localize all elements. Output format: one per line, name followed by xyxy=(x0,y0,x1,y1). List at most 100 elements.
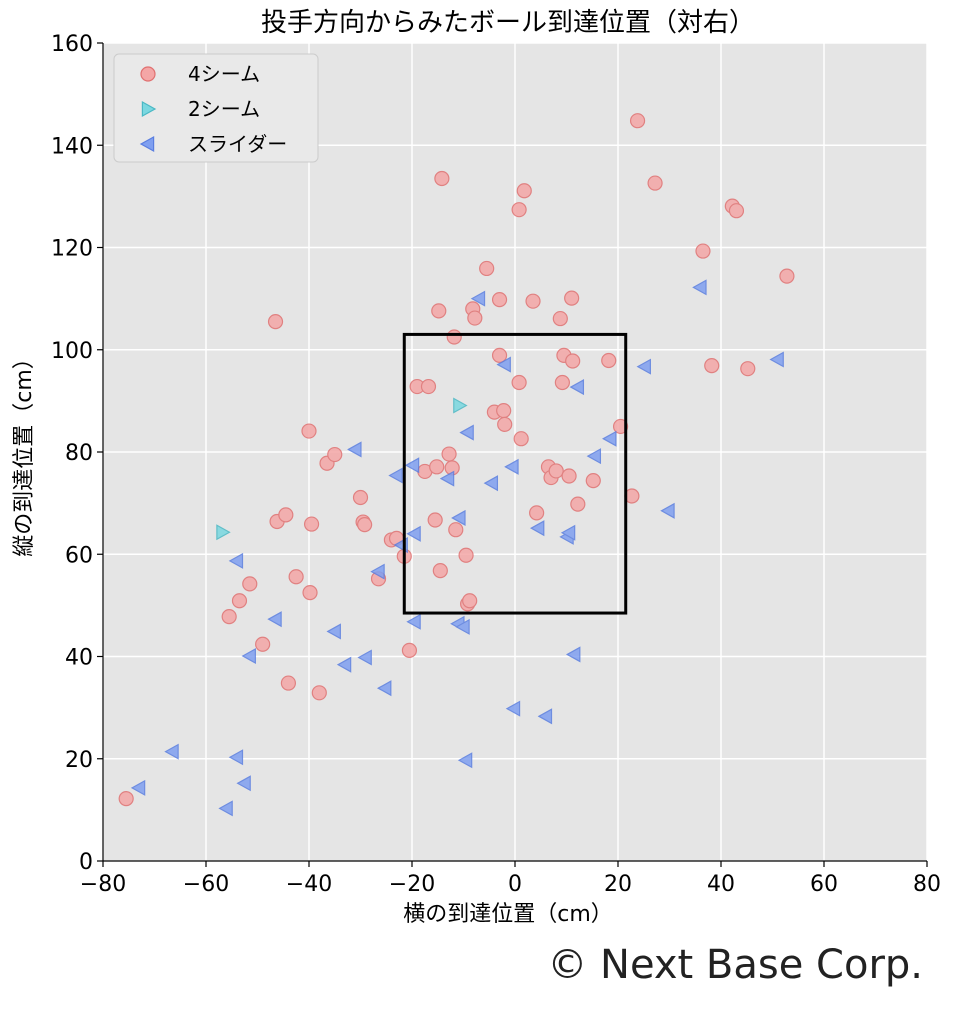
data-point xyxy=(303,516,320,532)
data-point xyxy=(236,775,251,792)
data-point xyxy=(446,329,462,345)
data-point xyxy=(601,352,617,369)
data-point xyxy=(695,243,711,259)
data-point xyxy=(769,351,784,368)
data-point xyxy=(516,183,532,199)
data-point xyxy=(241,647,256,665)
x-tick-label: 40 xyxy=(707,872,735,897)
strike-zone xyxy=(402,332,628,615)
y-tick-label: 40 xyxy=(65,646,93,671)
data-point xyxy=(388,467,403,484)
data-point xyxy=(479,260,495,277)
data-point xyxy=(647,175,663,191)
data-point xyxy=(455,618,470,635)
x-tick-label: 80 xyxy=(913,872,941,897)
data-point xyxy=(496,402,512,419)
data-point xyxy=(525,293,541,309)
data-point xyxy=(554,374,570,391)
data-point xyxy=(511,202,527,218)
legend-label: 4シーム xyxy=(188,62,260,86)
data-point xyxy=(130,779,146,796)
data-point xyxy=(434,170,450,187)
data-point xyxy=(497,416,513,432)
data-point xyxy=(357,649,372,666)
data-point xyxy=(164,743,179,760)
data-point xyxy=(453,397,468,414)
data-point xyxy=(441,446,457,462)
data-point xyxy=(352,489,369,506)
data-point xyxy=(779,268,795,284)
series-1 xyxy=(216,397,468,541)
data-point xyxy=(537,708,553,725)
data-point xyxy=(280,675,296,691)
y-tick-label: 60 xyxy=(65,543,93,568)
data-point xyxy=(505,700,521,717)
data-point xyxy=(228,749,244,766)
data-point xyxy=(221,609,237,625)
y-tick-label: 80 xyxy=(65,441,93,466)
data-point xyxy=(569,379,585,396)
data-point xyxy=(586,448,602,465)
data-point xyxy=(458,547,474,563)
data-point xyxy=(432,563,448,579)
data-point xyxy=(467,310,483,326)
data-point xyxy=(504,458,519,475)
data-point xyxy=(457,752,473,769)
data-point xyxy=(565,646,581,663)
series-0 xyxy=(118,113,795,807)
x-tick-label: 0 xyxy=(508,872,522,897)
data-point xyxy=(288,569,304,585)
data-point xyxy=(564,290,580,306)
data-point xyxy=(462,593,478,609)
data-points xyxy=(118,113,795,817)
data-point xyxy=(357,516,373,533)
chart-title: 投手方向からみたボール到達位置（対右） xyxy=(261,8,755,38)
legend-marker xyxy=(139,135,155,153)
x-tick-label: 60 xyxy=(810,872,838,897)
legend-label: スライダー xyxy=(188,132,287,156)
data-point xyxy=(529,520,545,537)
data-point xyxy=(636,358,651,375)
data-point xyxy=(228,552,244,569)
data-point xyxy=(561,468,577,484)
x-tick-label: −60 xyxy=(183,872,229,897)
data-point xyxy=(242,576,258,592)
data-point xyxy=(513,431,529,447)
data-point xyxy=(267,611,282,628)
data-point xyxy=(336,656,352,673)
data-point xyxy=(231,593,248,609)
data-point xyxy=(529,505,545,521)
data-point xyxy=(429,459,445,475)
data-point xyxy=(459,424,474,441)
data-point xyxy=(491,347,508,363)
x-tick-label: 20 xyxy=(604,872,632,897)
data-point xyxy=(660,502,675,519)
x-axis-label: 横の到達位置（cm） xyxy=(403,902,613,927)
data-point xyxy=(552,310,568,327)
data-point xyxy=(376,680,392,697)
x-tick-label: −80 xyxy=(80,872,126,897)
data-point xyxy=(327,446,343,463)
data-point xyxy=(740,361,756,377)
data-point xyxy=(118,791,134,807)
data-point xyxy=(311,685,327,701)
data-point xyxy=(692,279,707,296)
y-tick-label: 140 xyxy=(51,134,93,159)
data-point xyxy=(612,418,629,435)
data-point xyxy=(451,509,466,526)
copyright-notice: © Next Base Corp. xyxy=(547,942,923,988)
y-axis-label: 縦の到達位置（cm） xyxy=(12,347,37,557)
data-point xyxy=(420,378,437,395)
y-tick-label: 20 xyxy=(65,748,93,773)
data-point xyxy=(511,374,527,391)
data-point xyxy=(448,522,464,538)
data-point xyxy=(560,524,576,541)
data-point xyxy=(548,463,564,479)
data-point xyxy=(218,800,233,817)
data-point xyxy=(470,290,486,307)
data-point xyxy=(370,563,385,580)
data-point xyxy=(216,524,231,541)
y-tick-label: 120 xyxy=(51,237,93,262)
